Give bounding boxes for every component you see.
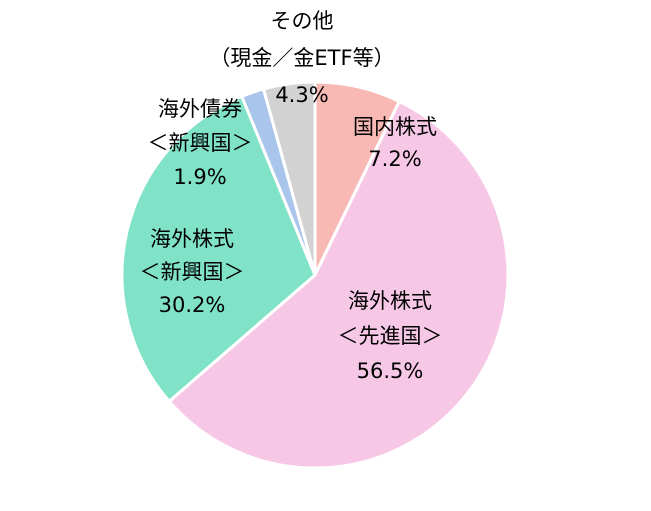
slice-label: 海外株式: [150, 227, 234, 251]
value-label: 4.3%: [275, 83, 328, 107]
slice-label: ＜先進国＞: [338, 324, 443, 348]
value-label: 30.2%: [159, 293, 226, 317]
pie-slice: [120, 94, 317, 404]
pie-slice: [261, 80, 317, 276]
value-label: 1.9%: [173, 165, 226, 189]
value-label: 56.5%: [357, 359, 424, 383]
slice-label: 海外債券: [158, 97, 242, 121]
slice-label: 海外株式: [348, 289, 432, 313]
slice-label: 国内株式: [353, 115, 437, 139]
slice-label: ＜新興国＞: [148, 131, 253, 155]
slice-label: （現金／金ETF等）: [209, 46, 394, 70]
slice-label: その他: [271, 9, 334, 33]
value-label: 7.2%: [368, 147, 421, 171]
pie-slice: [167, 99, 510, 470]
slice-label: ＜新興国＞: [140, 260, 245, 284]
